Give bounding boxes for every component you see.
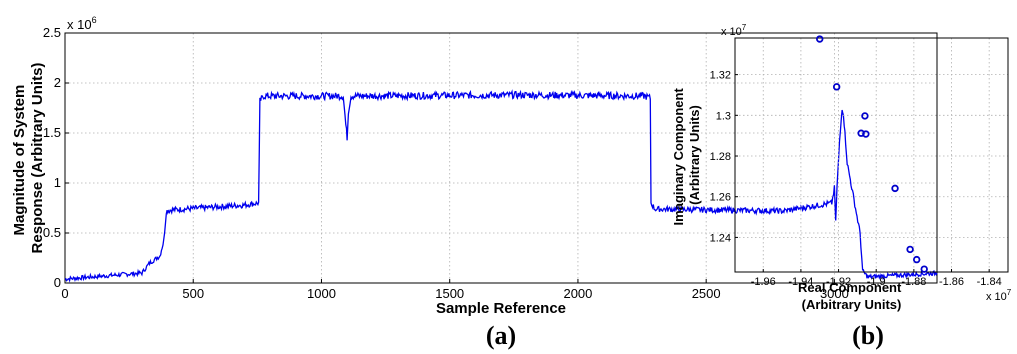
chart-a-x-tick-label: 500 <box>182 286 204 301</box>
chart-a-y-tick-label: 1.5 <box>43 125 61 140</box>
chart-a-plot-frame <box>64 32 938 284</box>
chart-a-y-tick-label: 0.5 <box>43 225 61 240</box>
chart-b-x-tick-label: -1.88 <box>901 276 926 288</box>
chart-a-x-tick-label: 0 <box>61 286 68 301</box>
chart-b-y-tick-label: 1.3 <box>716 110 731 122</box>
chart-b-ticks: -1.96 -1.94 -1.92 -1.9 -1.88 -1.86 -1.84 1.24 1.… <box>710 70 1002 288</box>
chart-b-x-tick-label: -1.86 <box>939 276 964 288</box>
chart-b-plot-frame <box>734 37 1009 273</box>
chart-b-panel-label: (b) <box>852 321 884 350</box>
chart-b-grid <box>735 38 1008 272</box>
chart-a-y-tick-label: 0 <box>54 275 61 290</box>
chart-b-point <box>912 255 921 264</box>
chart-a-grid <box>65 33 937 283</box>
chart-b-y-axis-label: Imaginary Component (Arbitrary Units) <box>671 85 702 226</box>
chart-b-point <box>816 35 824 43</box>
chart-a-x-tick-label: 3000 <box>820 286 849 301</box>
chart-a-x-tick-label: 2500 <box>692 286 721 301</box>
chart-b-point <box>891 184 899 193</box>
chart-a-y-tick-label: 2.5 <box>43 25 61 40</box>
chart-b-points <box>816 35 928 273</box>
chart-b-x-axis-label: Real Component (Arbitrary Units) <box>798 280 905 312</box>
chart-b-y-exponent: x 107 <box>721 23 747 38</box>
chart-b-y-tick-label: 1.26 <box>710 192 731 204</box>
chart-b-x-tick-label: -1.96 <box>751 276 776 288</box>
chart-b-point <box>832 83 841 91</box>
chart-b-x-tick-label: -1.84 <box>977 276 1002 288</box>
chart-a-y-axis-label: Magnitude of System Response (Arbitrary … <box>11 63 46 254</box>
chart-b-x-tick-label: -1.9 <box>867 276 886 288</box>
chart-a-y-tick-label: 1 <box>54 175 61 190</box>
chart-a-x-axis-label: Sample Reference <box>436 300 566 317</box>
chart-b-y-tick-label: 1.32 <box>710 70 731 82</box>
chart-b-point <box>906 245 914 254</box>
chart-a-x-tick-label: 1500 <box>435 286 464 301</box>
chart-a-ticks: 0 500 1000 1500 2000 2500 3000 0 0.5 1 1.5 2 2.5 <box>43 25 849 301</box>
chart-b-point <box>920 265 928 273</box>
chart-b-point <box>862 130 870 138</box>
chart-b-x-tick-label: -1.92 <box>826 276 851 288</box>
chart-a-x-tick-label: 1000 <box>307 286 336 301</box>
chart-b-y-tick-label: 1.28 <box>710 151 731 163</box>
chart-a-y-exponent: x 106 <box>67 15 97 32</box>
chart-b-point <box>861 112 869 120</box>
chart-a: 0 500 1000 1500 2000 2500 3000 0 0.5 1 1.5 2 2.5 x 1… <box>11 15 938 350</box>
chart-b-x-tick-label: -1.94 <box>788 276 813 288</box>
chart-a-series-line <box>64 89 938 283</box>
chart-a-y-tick-label: 2 <box>54 75 61 90</box>
chart-a-panel-label: (a) <box>486 321 516 350</box>
chart-b-x-exponent: x 107 <box>986 288 1012 303</box>
chart-b: -1.96 -1.94 -1.92 -1.9 -1.88 -1.86 -1.84 1.24 1.… <box>671 23 1012 350</box>
chart-b-y-tick-label: 1.24 <box>710 232 731 244</box>
chart-a-x-tick-label: 2000 <box>563 286 592 301</box>
